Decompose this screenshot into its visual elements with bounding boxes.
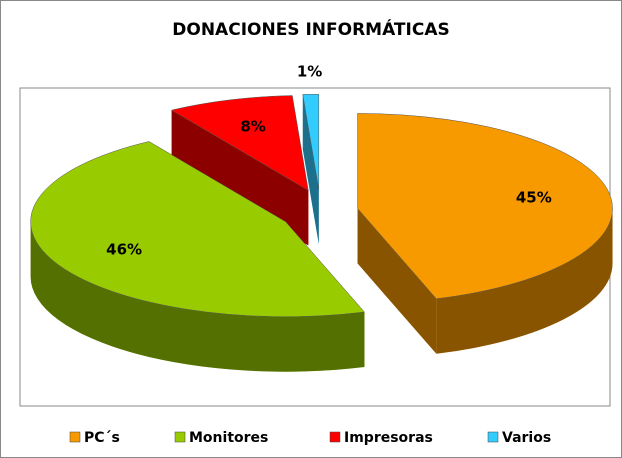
data-label: 45%	[516, 189, 552, 207]
slice-side-shade	[30, 221, 365, 372]
slice-side	[357, 208, 437, 354]
slice-side	[30, 221, 365, 372]
slice-top	[357, 113, 613, 300]
slice	[302, 93, 320, 245]
slice-side-shade	[357, 208, 437, 354]
slice-top	[30, 141, 365, 317]
legend-label: PC´s	[84, 430, 120, 446]
data-label: 46%	[106, 241, 142, 259]
slice-top	[170, 95, 309, 191]
slice	[170, 95, 309, 246]
data-label: 1%	[297, 63, 322, 81]
legend-swatch	[69, 431, 81, 443]
slice-side	[302, 94, 319, 245]
legend-label: Impresoras	[344, 430, 433, 446]
slice-side-shade	[436, 208, 613, 354]
chart-title: DONACIONES INFORMÁTICAS	[172, 18, 449, 40]
slice-side-shade	[302, 94, 319, 245]
slice	[357, 113, 613, 354]
slice	[30, 141, 365, 372]
slice-side-shade	[171, 110, 309, 246]
legend-swatch	[487, 431, 499, 443]
slice-side	[436, 208, 613, 354]
data-label: 8%	[240, 118, 265, 136]
legend-swatch	[174, 431, 186, 443]
slice-side	[171, 110, 309, 246]
slice-top	[302, 93, 320, 190]
legend-label: Monitores	[189, 430, 268, 446]
legend-swatch	[329, 431, 341, 443]
legend-label: Varios	[502, 430, 551, 446]
